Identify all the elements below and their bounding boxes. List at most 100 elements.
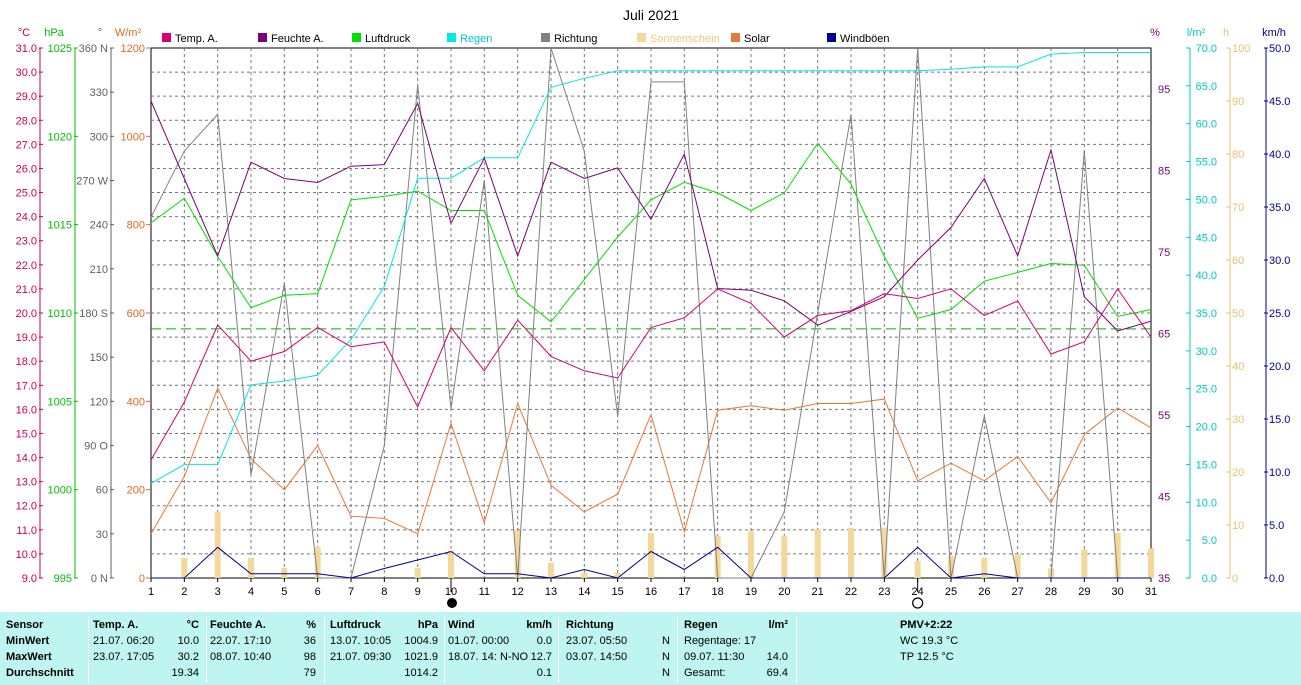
direction-axis-label: 330 — [90, 87, 108, 99]
x-tick-label: 6 — [315, 586, 321, 598]
rain-axis-label: 15.0 — [1196, 459, 1217, 471]
rain-axis-label: 55.0 — [1196, 157, 1217, 169]
x-tick-label: 30 — [1112, 586, 1124, 598]
plot-area — [150, 47, 1154, 579]
rain-max-value: 14.0 — [766, 651, 788, 663]
sunshine-bar — [1114, 532, 1121, 578]
weather-chart: Juli 2021 1 2 3 4 5 6 7 8 9 10 11 12 13 14 15 16 17 18 19 2… — [16, 7, 1290, 609]
sunshine-axis-label: 30 — [1232, 414, 1244, 426]
temp-axis-label: 18.0 — [16, 356, 37, 368]
maxwert-label: MaxWert — [6, 651, 52, 663]
x-tick-label: 11 — [479, 586, 490, 598]
minwert-label: MinWert — [6, 635, 50, 647]
direction-axis-label: 120 — [90, 396, 108, 408]
rain-axis-label: 25.0 — [1196, 384, 1217, 396]
sunshine-bar — [581, 572, 588, 578]
pressure-min-value: 1004.9 — [404, 635, 438, 647]
stats-col-temp: Temp. A. °C 21.07. 06:20 10.0 23.07. 17:05… — [93, 612, 203, 685]
direction-min-date: 23.07. 05:50 — [566, 635, 628, 647]
temp-min-value: 10.0 — [177, 635, 199, 647]
legend-label: Sonnenschein — [650, 33, 720, 45]
rain-axis-label: 20.0 — [1196, 422, 1217, 434]
wind-axis-label: 5.0 — [1269, 520, 1284, 532]
pmv-tp: TP 12.5 °C — [900, 651, 954, 663]
rain-axis-label: 0.0 — [1202, 573, 1217, 585]
solar-axis-label: 1000 — [121, 131, 145, 143]
humidity-title: Feuchte A. — [210, 619, 266, 631]
sunshine-bar — [214, 511, 221, 578]
pressure-min-date: 13.07. 10:05 — [330, 635, 392, 647]
stats-col-sensor: Sensor MinWert MaxWert Durchschnitt — [6, 612, 86, 685]
legend-swatch — [541, 33, 550, 42]
temp-avg-value: 19.34 — [171, 667, 199, 679]
legend-swatch — [637, 33, 646, 42]
rain-axis-label: 5.0 — [1202, 535, 1217, 547]
series-line-feuchte-a- — [150, 100, 1152, 332]
stats-col-pressure: Luftdruck hPa 13.07. 10:05 1004.9 21.07. 0… — [330, 612, 442, 685]
humidity-axis-label: 85 — [1158, 165, 1170, 177]
x-tick-label: 13 — [545, 586, 557, 598]
humidity-axis-label: 55 — [1158, 410, 1170, 422]
series-line-luftdruck — [150, 142, 1152, 323]
wind-unit: km/h — [526, 619, 552, 631]
direction-axis-label: 0 N — [91, 573, 108, 585]
sunshine-bar — [448, 550, 454, 578]
solar-axis-label: 0 — [139, 573, 145, 585]
axis-unit-sunshine: h — [1223, 27, 1229, 39]
legend-swatch — [731, 33, 740, 42]
sunshine-bar — [714, 535, 721, 578]
x-tick-label: 9 — [415, 586, 421, 598]
x-tick-label: 1 — [148, 586, 154, 598]
rain-axis-label: 10.0 — [1196, 497, 1217, 509]
humidity-unit: % — [306, 619, 316, 631]
sunshine-bar — [414, 567, 421, 578]
wind-axis-label: 0.0 — [1269, 573, 1284, 585]
direction-max-value: N — [662, 651, 670, 663]
temp-axis-label: 21.0 — [16, 284, 37, 296]
x-tick-label: 18 — [712, 586, 724, 598]
legend-swatch — [258, 33, 267, 42]
direction-axis-label: 90 O — [84, 441, 108, 453]
pressure-avg-value: 1014.2 — [404, 667, 438, 679]
x-tick-label: 2 — [181, 586, 187, 598]
humidity-axis-label: 75 — [1158, 247, 1170, 259]
x-tick-label: 14 — [578, 586, 590, 598]
temp-unit: °C — [186, 619, 199, 631]
axis-unit-wind: km/h — [1262, 27, 1286, 39]
sunshine-axis-label: 80 — [1232, 149, 1244, 161]
solar-axis-label: 600 — [127, 308, 145, 320]
sunshine-bar — [814, 529, 821, 578]
temp-max-value: 30.2 — [177, 651, 199, 663]
temp-axis-label: 23.0 — [16, 236, 37, 248]
axis-unit-pressure: hPa — [44, 27, 64, 39]
rain-max-date: 09.07. 11:30 — [684, 651, 745, 663]
direction-axis-label: 30 — [96, 529, 108, 541]
legend-swatch — [162, 33, 171, 42]
axis-unit-solar: W/m² — [115, 27, 142, 39]
sunshine-bar — [514, 530, 521, 578]
wind-axis-label: 35.0 — [1269, 202, 1290, 214]
x-tick-label: 17 — [678, 586, 690, 598]
wind-max-date: 18.07. 14: N-NO — [448, 651, 529, 663]
axis-unit-temp: °C — [18, 27, 30, 39]
pmv-title: PMV+2:22 — [900, 619, 953, 631]
direction-axis-label: 180 S — [79, 308, 108, 320]
wind-min-value: 0.0 — [536, 635, 552, 647]
temp-axis-label: 12.0 — [16, 501, 37, 513]
series-line-temp-a- — [150, 287, 1152, 461]
sunshine-bar — [248, 557, 254, 578]
direction-axis-label: 240 — [90, 220, 108, 232]
pressure-max-value: 1021.9 — [404, 651, 438, 663]
legend-label: Windböen — [840, 33, 890, 45]
sunshine-axis-label: 100 — [1232, 43, 1250, 55]
pressure-axis-label: 1000 — [48, 485, 72, 497]
pressure-max-date: 21.07. 09:30 — [330, 651, 392, 663]
direction-axis-label: 210 — [90, 264, 108, 276]
wind-axis-label: 45.0 — [1269, 96, 1290, 108]
chart-title: Juli 2021 — [623, 7, 679, 23]
x-tick-label: 4 — [248, 586, 254, 598]
sunshine-bar — [281, 567, 288, 578]
legend-label: Luftdruck — [365, 33, 411, 45]
temp-axis-label: 29.0 — [16, 91, 37, 103]
humidity-max-date: 08.07. 10:40 — [210, 651, 272, 663]
